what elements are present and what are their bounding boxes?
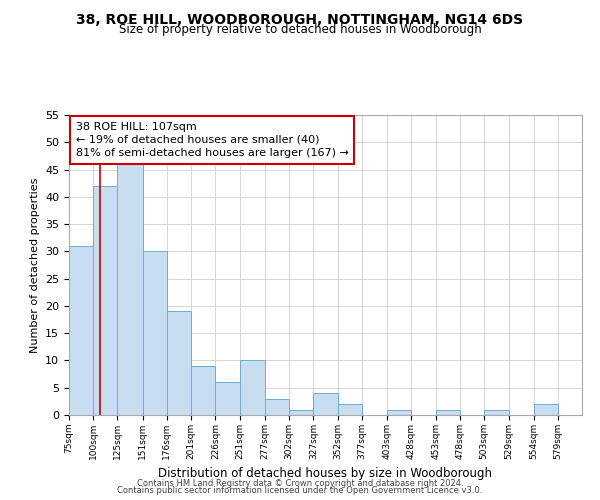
Text: 38, ROE HILL, WOODBOROUGH, NOTTINGHAM, NG14 6DS: 38, ROE HILL, WOODBOROUGH, NOTTINGHAM, N… <box>76 12 524 26</box>
Bar <box>265 398 289 415</box>
Bar <box>191 366 215 415</box>
Bar <box>313 393 338 415</box>
Text: Contains public sector information licensed under the Open Government Licence v3: Contains public sector information licen… <box>118 486 482 495</box>
Bar <box>436 410 460 415</box>
X-axis label: Distribution of detached houses by size in Woodborough: Distribution of detached houses by size … <box>158 468 493 480</box>
Bar <box>533 404 558 415</box>
Bar <box>338 404 362 415</box>
Bar <box>387 410 412 415</box>
Y-axis label: Number of detached properties: Number of detached properties <box>29 178 40 352</box>
Bar <box>143 252 167 415</box>
Text: Size of property relative to detached houses in Woodborough: Size of property relative to detached ho… <box>119 22 481 36</box>
Bar <box>289 410 313 415</box>
Text: Contains HM Land Registry data © Crown copyright and database right 2024.: Contains HM Land Registry data © Crown c… <box>137 478 463 488</box>
Bar <box>215 382 239 415</box>
Text: 38 ROE HILL: 107sqm
← 19% of detached houses are smaller (40)
81% of semi-detach: 38 ROE HILL: 107sqm ← 19% of detached ho… <box>76 122 349 158</box>
Bar <box>484 410 509 415</box>
Bar <box>69 246 93 415</box>
Bar <box>167 312 191 415</box>
Bar <box>118 164 143 415</box>
Bar <box>93 186 118 415</box>
Bar <box>239 360 265 415</box>
